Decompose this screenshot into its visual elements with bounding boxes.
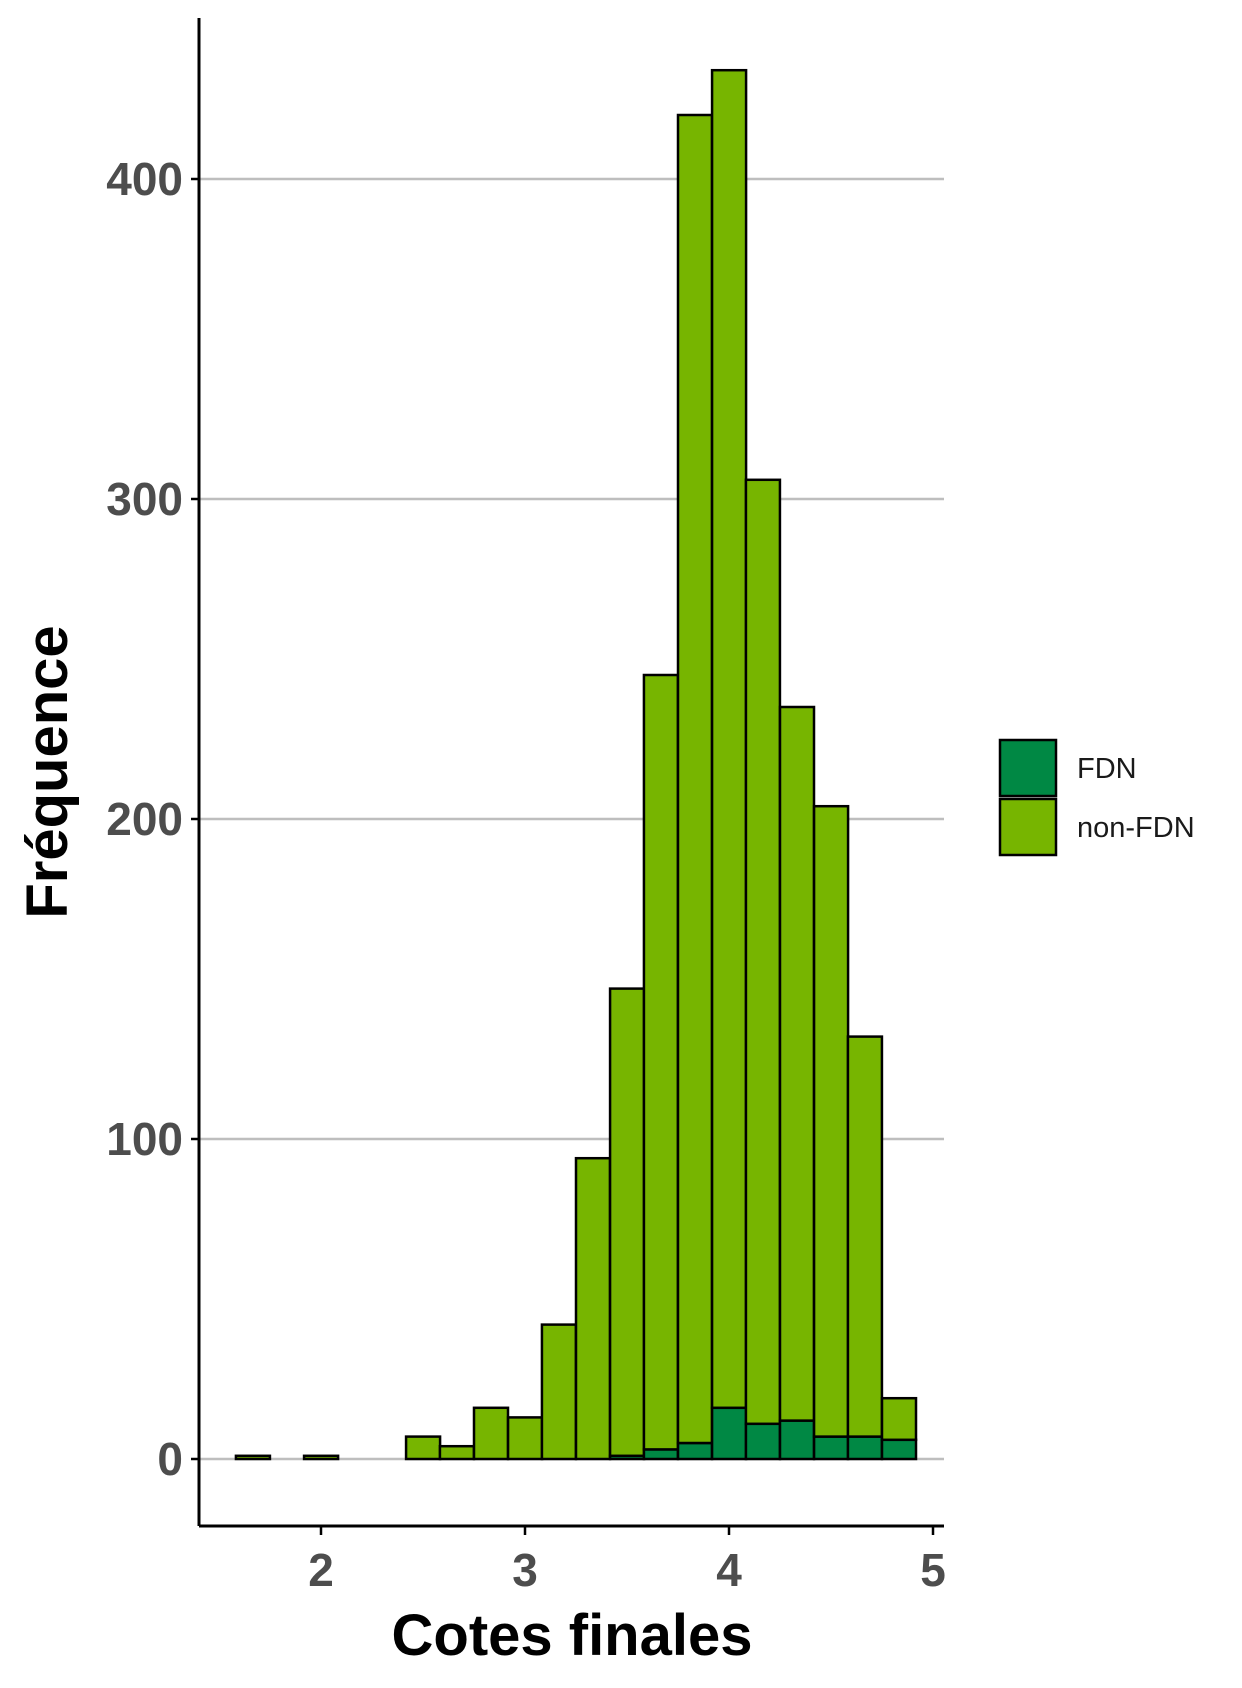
legend-key-non-fdn xyxy=(998,797,1058,857)
bar-fdn xyxy=(846,1435,884,1461)
bars xyxy=(234,68,918,1461)
bar-non-fdn xyxy=(676,113,714,1445)
bar-non-fdn xyxy=(710,68,748,1410)
legend-label: non-FDN xyxy=(1077,812,1195,844)
bar-non-fdn xyxy=(438,1444,476,1461)
bar-fdn xyxy=(710,1406,748,1461)
x-axis-title: Cotes finales xyxy=(392,1603,753,1668)
y-tick-label: 0 xyxy=(157,1433,183,1485)
y-tick-label: 400 xyxy=(106,153,183,205)
legend-key-fdn xyxy=(998,738,1058,798)
bar-non-fdn xyxy=(472,1406,510,1461)
bar-non-fdn xyxy=(744,478,782,1426)
y-tick-label: 300 xyxy=(106,473,183,525)
axes xyxy=(197,18,944,1528)
bar-non-fdn xyxy=(540,1323,578,1461)
bar-fdn xyxy=(880,1438,918,1461)
x-tick-label: 5 xyxy=(920,1544,946,1596)
bar-non-fdn xyxy=(642,673,680,1451)
bar-non-fdn xyxy=(846,1035,884,1438)
bar-fdn xyxy=(744,1422,782,1461)
bar-non-fdn xyxy=(234,1454,272,1461)
bar-non-fdn xyxy=(608,987,646,1458)
bar-non-fdn xyxy=(404,1435,442,1461)
bar-fdn xyxy=(642,1448,680,1461)
x-tick-label: 4 xyxy=(716,1544,742,1596)
bar-non-fdn xyxy=(880,1396,918,1442)
x-tick-label: 2 xyxy=(308,1544,334,1596)
ticks: 0 100 200 300 400 2 3 4 5 xyxy=(106,153,946,1596)
bar-fdn xyxy=(812,1435,850,1461)
bar-non-fdn xyxy=(574,1156,612,1461)
y-axis-title: Fréquence xyxy=(15,625,80,918)
legend-label: FDN xyxy=(1077,753,1137,785)
bar-fdn xyxy=(778,1419,816,1461)
bar-non-fdn xyxy=(778,705,816,1422)
y-tick-label: 100 xyxy=(106,1113,183,1165)
bar-non-fdn xyxy=(302,1454,340,1461)
bar-fdn xyxy=(676,1441,714,1461)
bar-non-fdn xyxy=(812,804,850,1438)
y-tick-label: 200 xyxy=(106,793,183,845)
legend: FDN non-FDN xyxy=(998,738,1195,857)
bar-non-fdn xyxy=(506,1416,544,1461)
x-tick-label: 3 xyxy=(512,1544,538,1596)
